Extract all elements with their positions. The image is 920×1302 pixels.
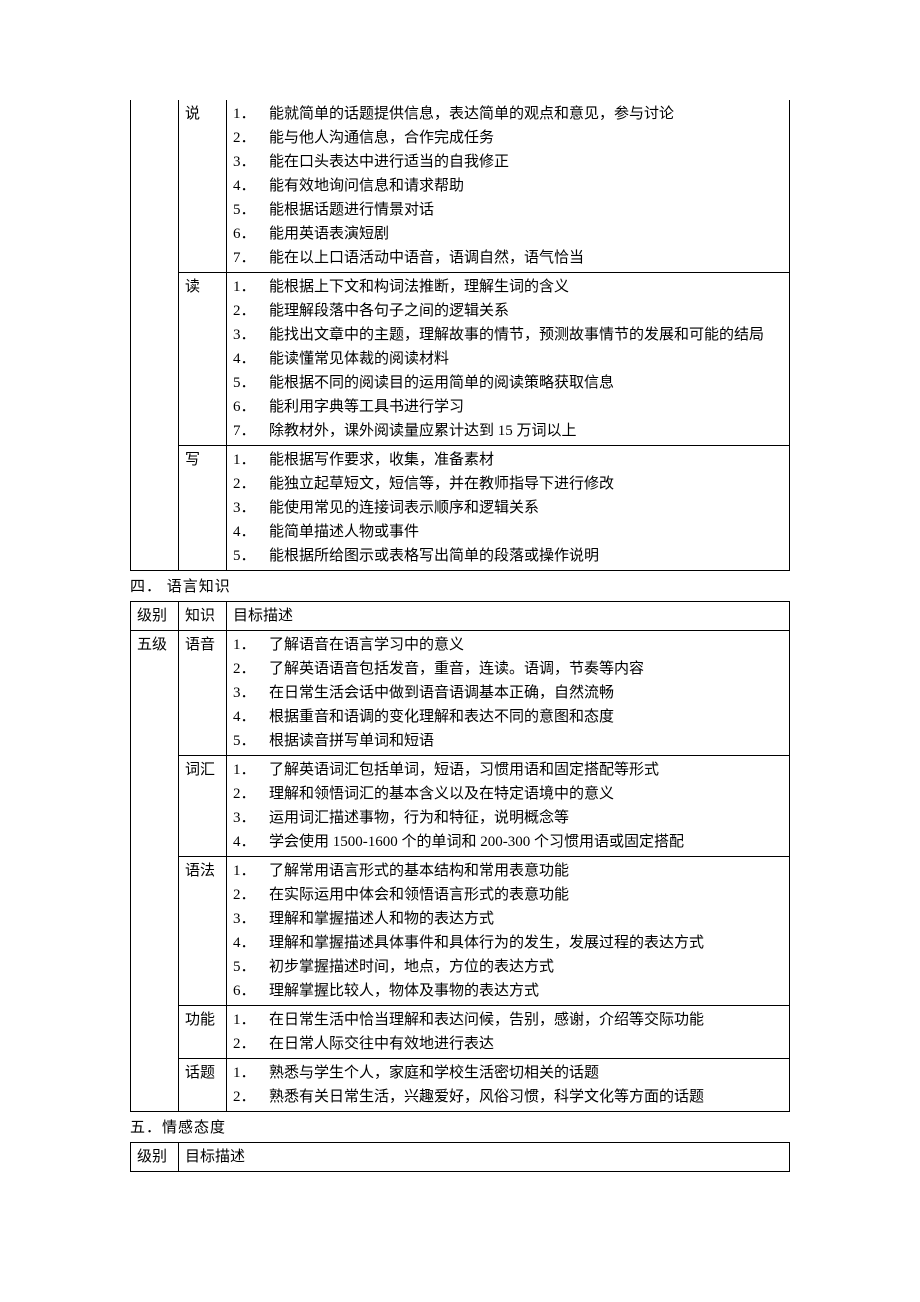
knowledge-cell: 语音 xyxy=(179,631,227,756)
list-item: 2．了解英语语音包括发音，重音，连读。语调，节奏等内容 xyxy=(233,657,783,681)
header-level: 级别 xyxy=(131,1143,179,1172)
table-row: 读1．能根据上下文和构词法推断，理解生词的含义2．能理解段落中各句子之间的逻辑关… xyxy=(131,273,790,446)
list-item: 3．在日常生活会话中做到语音语调基本正确，自然流畅 xyxy=(233,681,783,705)
list-item: 4．能读懂常见体裁的阅读材料 xyxy=(233,347,783,371)
list-item: 1．熟悉与学生个人，家庭和学校生活密切相关的话题 xyxy=(233,1061,783,1085)
desc-cell: 1．能根据写作要求，收集，准备素材2．能独立起草短文，短信等，并在教师指导下进行… xyxy=(227,446,790,571)
skills-table-3: 级别 目标描述 xyxy=(130,1142,790,1172)
table-row: 话题1．熟悉与学生个人，家庭和学校生活密切相关的话题2．熟悉有关日常生活，兴趣爱… xyxy=(131,1059,790,1112)
list-item: 2．在日常人际交往中有效地进行表达 xyxy=(233,1032,783,1056)
list-item: 7．能在以上口语活动中语音，语调自然，语气恰当 xyxy=(233,246,783,270)
list-item: 5．初步掌握描述时间，地点，方位的表达方式 xyxy=(233,955,783,979)
list-item: 2．在实际运用中体会和领悟语言形式的表意功能 xyxy=(233,883,783,907)
section-5-heading: 五．情感态度 xyxy=(130,1112,790,1142)
knowledge-cell: 语法 xyxy=(179,857,227,1006)
list-item: 1．了解常用语言形式的基本结构和常用表意功能 xyxy=(233,859,783,883)
list-item: 7．除教材外，课外阅读量应累计达到 15 万词以上 xyxy=(233,419,783,443)
desc-cell: 1．能根据上下文和构词法推断，理解生词的含义2．能理解段落中各句子之间的逻辑关系… xyxy=(227,273,790,446)
list-item: 6．能用英语表演短剧 xyxy=(233,222,783,246)
list-item: 2．熟悉有关日常生活，兴趣爱好，风俗习惯，科学文化等方面的话题 xyxy=(233,1085,783,1109)
list-item: 5．根据读音拼写单词和短语 xyxy=(233,729,783,753)
list-item: 1．能根据写作要求，收集，准备素材 xyxy=(233,448,783,472)
list-item: 1．了解语音在语言学习中的意义 xyxy=(233,633,783,657)
skills-table-1: 说1．能就简单的话题提供信息，表达简单的观点和意见，参与讨论2．能与他人沟通信息… xyxy=(130,100,790,571)
section-4-heading: 四． 语言知识 xyxy=(130,571,790,601)
list-item: 2．能与他人沟通信息，合作完成任务 xyxy=(233,126,783,150)
header-desc: 目标描述 xyxy=(179,1143,790,1172)
table-row: 词汇1．了解英语词汇包括单词，短语，习惯用语和固定搭配等形式2．理解和领悟词汇的… xyxy=(131,756,790,857)
skill-cell: 读 xyxy=(179,273,227,446)
knowledge-cell: 功能 xyxy=(179,1006,227,1059)
list-item: 4．理解和掌握描述具体事件和具体行为的发生，发展过程的表达方式 xyxy=(233,931,783,955)
list-item: 2．能理解段落中各句子之间的逻辑关系 xyxy=(233,299,783,323)
list-item: 1．了解英语词汇包括单词，短语，习惯用语和固定搭配等形式 xyxy=(233,758,783,782)
desc-cell: 1．了解英语词汇包括单词，短语，习惯用语和固定搭配等形式2．理解和领悟词汇的基本… xyxy=(227,756,790,857)
list-item: 2．能独立起草短文，短信等，并在教师指导下进行修改 xyxy=(233,472,783,496)
list-item: 1．在日常生活中恰当理解和表达问候，告别，感谢，介绍等交际功能 xyxy=(233,1008,783,1032)
list-item: 5．能根据不同的阅读目的运用简单的阅读策略获取信息 xyxy=(233,371,783,395)
list-item: 3．能找出文章中的主题，理解故事的情节，预测故事情节的发展和可能的结局 xyxy=(233,323,783,347)
list-item: 3．运用词汇描述事物，行为和特征，说明概念等 xyxy=(233,806,783,830)
knowledge-cell: 话题 xyxy=(179,1059,227,1112)
table-row: 功能1．在日常生活中恰当理解和表达问候，告别，感谢，介绍等交际功能2．在日常人际… xyxy=(131,1006,790,1059)
list-item: 4．根据重音和语调的变化理解和表达不同的意图和态度 xyxy=(233,705,783,729)
list-item: 4．能有效地询问信息和请求帮助 xyxy=(233,174,783,198)
skill-cell: 说 xyxy=(179,100,227,273)
table-header-row: 级别 目标描述 xyxy=(131,1143,790,1172)
list-item: 6．理解掌握比较人，物体及事物的表达方式 xyxy=(233,979,783,1003)
table-row: 语法1．了解常用语言形式的基本结构和常用表意功能2．在实际运用中体会和领悟语言形… xyxy=(131,857,790,1006)
list-item: 6．能利用字典等工具书进行学习 xyxy=(233,395,783,419)
header-knowledge: 知识 xyxy=(179,602,227,631)
skills-table-2: 级别 知识 目标描述 五级语音1．了解语音在语言学习中的意义2．了解英语语音包括… xyxy=(130,601,790,1112)
list-item: 1．能根据上下文和构词法推断，理解生词的含义 xyxy=(233,275,783,299)
list-item: 3．能使用常见的连接词表示顺序和逻辑关系 xyxy=(233,496,783,520)
desc-cell: 1．在日常生活中恰当理解和表达问候，告别，感谢，介绍等交际功能2．在日常人际交往… xyxy=(227,1006,790,1059)
list-item: 5．能根据所给图示或表格写出简单的段落或操作说明 xyxy=(233,544,783,568)
table-row: 说1．能就简单的话题提供信息，表达简单的观点和意见，参与讨论2．能与他人沟通信息… xyxy=(131,100,790,273)
desc-cell: 1．了解常用语言形式的基本结构和常用表意功能2．在实际运用中体会和领悟语言形式的… xyxy=(227,857,790,1006)
desc-cell: 1．能就简单的话题提供信息，表达简单的观点和意见，参与讨论2．能与他人沟通信息，… xyxy=(227,100,790,273)
list-item: 1．能就简单的话题提供信息，表达简单的观点和意见，参与讨论 xyxy=(233,102,783,126)
table-header-row: 级别 知识 目标描述 xyxy=(131,602,790,631)
list-item: 3．能在口头表达中进行适当的自我修正 xyxy=(233,150,783,174)
header-desc: 目标描述 xyxy=(227,602,790,631)
level-cell: 五级 xyxy=(131,631,179,1112)
list-item: 4．学会使用 1500-1600 个的单词和 200-300 个习惯用语或固定搭… xyxy=(233,830,783,854)
list-item: 4．能简单描述人物或事件 xyxy=(233,520,783,544)
list-item: 3．理解和掌握描述人和物的表达方式 xyxy=(233,907,783,931)
table-row: 五级语音1．了解语音在语言学习中的意义2．了解英语语音包括发音，重音，连读。语调… xyxy=(131,631,790,756)
desc-cell: 1．熟悉与学生个人，家庭和学校生活密切相关的话题2．熟悉有关日常生活，兴趣爱好，… xyxy=(227,1059,790,1112)
list-item: 5．能根据话题进行情景对话 xyxy=(233,198,783,222)
list-item: 2．理解和领悟词汇的基本含义以及在特定语境中的意义 xyxy=(233,782,783,806)
level-cell xyxy=(131,100,179,571)
skill-cell: 写 xyxy=(179,446,227,571)
knowledge-cell: 词汇 xyxy=(179,756,227,857)
header-level: 级别 xyxy=(131,602,179,631)
desc-cell: 1．了解语音在语言学习中的意义2．了解英语语音包括发音，重音，连读。语调，节奏等… xyxy=(227,631,790,756)
table-row: 写1．能根据写作要求，收集，准备素材2．能独立起草短文，短信等，并在教师指导下进… xyxy=(131,446,790,571)
